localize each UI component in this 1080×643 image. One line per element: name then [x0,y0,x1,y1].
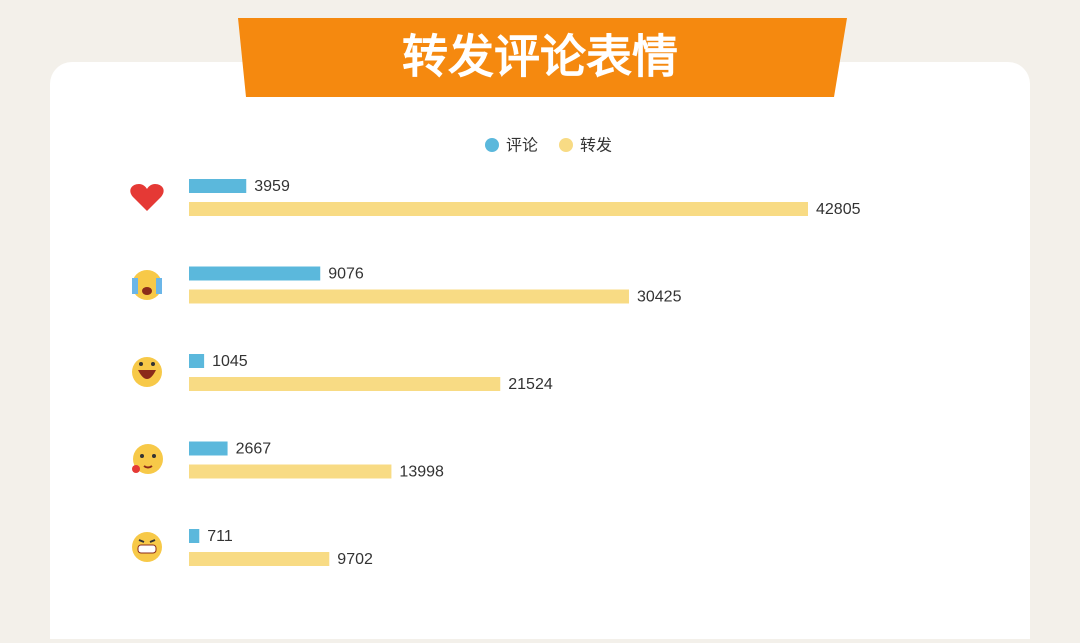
bar [189,202,808,216]
title-banner [238,18,847,97]
bar [189,179,247,193]
bar [189,529,200,543]
value-label: 3959 [254,178,290,195]
value-label: 30425 [637,289,682,306]
value-label: 13998 [399,464,444,481]
emoji-icon [132,532,162,562]
heart-icon [130,184,164,211]
legend-swatch [559,138,573,152]
value-label: 42805 [816,201,861,218]
emoji-icon [132,270,162,300]
value-label: 711 [207,528,233,545]
bar [189,289,629,304]
legend-swatch [485,138,499,152]
value-label: 21524 [508,376,553,393]
emoji-icons [130,184,164,562]
value-label: 9702 [337,551,373,568]
legend-label: 评论 [506,136,538,155]
bar [189,441,228,456]
legend-label: 转发 [580,136,612,155]
bar [189,377,501,391]
value-label: 2667 [236,441,272,458]
emoji-icon [132,444,163,474]
bar [189,552,330,566]
value-label: 1045 [212,353,248,370]
bar [189,354,205,368]
emoji-icon [132,357,162,387]
value-label: 9076 [328,266,364,283]
bar [189,464,392,479]
chart-title: 转发评论表情 [402,30,678,84]
bar [189,266,321,281]
